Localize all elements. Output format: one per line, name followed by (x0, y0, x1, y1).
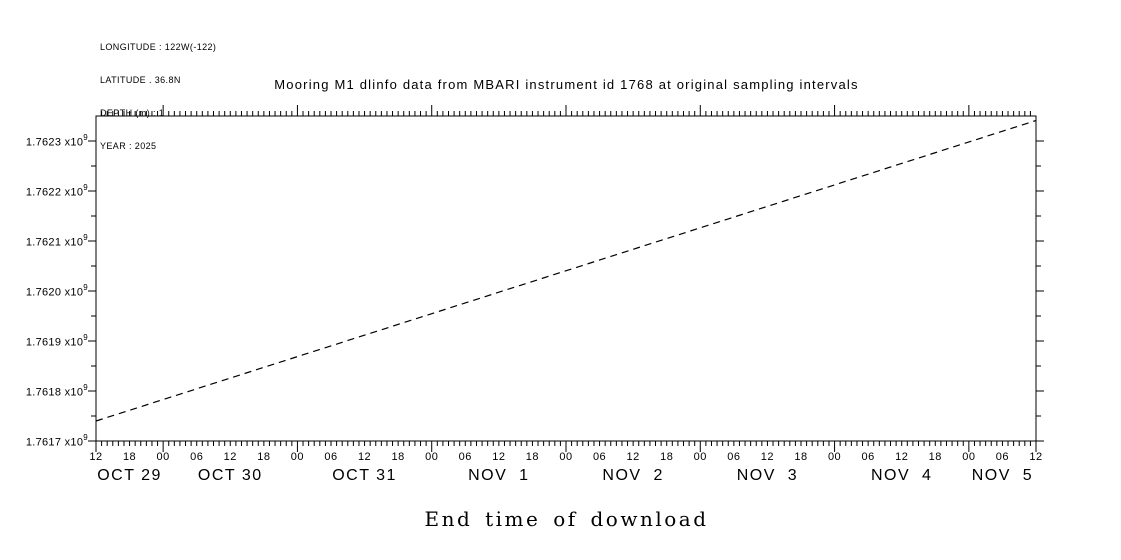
metadata-depth: DEPTH (m) : 1 (100, 108, 165, 118)
metadata-latitude: LATITUDE . 36.8N (100, 75, 181, 85)
x-hour-tick-label: 00 (559, 451, 573, 463)
y-tick-label: 1.7620 x109 (25, 283, 88, 299)
x-day-label: NOV 5 (971, 467, 1034, 484)
x-hour-tick-label: 06 (861, 451, 875, 463)
x-day-label: NOV 3 (736, 467, 799, 484)
x-hour-tick-label: 00 (693, 451, 707, 463)
x-hour-tick-label: 12 (626, 451, 640, 463)
x-hour-tick-label: 00 (156, 451, 170, 463)
x-hour-tick-label: 12 (1029, 451, 1043, 463)
x-hour-tick-label: 00 (290, 451, 305, 463)
x-hour-tick-label: 12 (223, 451, 237, 463)
x-hour-tick-label: 12 (760, 451, 775, 463)
x-day-label: NOV 1 (468, 467, 530, 484)
x-hour-tick-label: 06 (592, 451, 607, 463)
x-hour-tick-label: 06 (458, 451, 472, 463)
x-day-label: OCT 30 (197, 467, 263, 484)
x-hour-tick-label: 06 (324, 451, 338, 463)
x-day-label: NOV 4 (870, 467, 933, 484)
y-tick-label: 1.7623 x109 (25, 133, 88, 149)
metadata-longitude: LONGITUDE : 122W(-122) (100, 42, 217, 52)
y-tick-label: 1.7617 x109 (25, 433, 88, 449)
x-hour-tick-label: 12 (89, 451, 103, 463)
x-hour-tick-label: 18 (928, 451, 942, 463)
data-series-line (95, 119, 1037, 422)
x-hour-tick-label: 18 (660, 451, 674, 463)
x-hour-tick-label: 06 (190, 451, 204, 463)
y-tick-label: 1.7619 x109 (25, 333, 88, 349)
x-hour-tick-label: 18 (391, 451, 405, 463)
x-hour-tick-label: 00 (827, 451, 842, 463)
x-day-label: NOV 2 (602, 467, 664, 484)
x-axis-title: End time of download (424, 507, 709, 531)
x-hour-tick-label: 12 (492, 451, 506, 463)
x-day-label: OCT 29 (97, 467, 162, 484)
x-hour-tick-label: 12 (895, 451, 909, 463)
x-hour-tick-label: 00 (962, 451, 976, 463)
x-hour-tick-label: 12 (357, 451, 372, 463)
chart-title: Mooring M1 dlinfo data from MBARI instru… (274, 77, 859, 92)
y-tick-label: 1.7621 x109 (25, 233, 88, 249)
y-tick-label: 1.7622 x109 (25, 183, 88, 199)
header-metadata-block: LONGITUDE : 122W(-122) LATITUDE . 36.8N … (100, 20, 216, 174)
x-hour-tick-label: 06 (727, 451, 741, 463)
x-hour-tick-label: 18 (794, 451, 808, 463)
y-tick-label: 1.7618 x109 (25, 383, 88, 399)
metadata-year: YEAR : 2025 (100, 141, 157, 151)
x-hour-tick-label: 18 (122, 451, 137, 463)
x-hour-tick-label: 00 (425, 451, 439, 463)
x-day-label: OCT 31 (332, 467, 397, 484)
x-hour-tick-label: 18 (257, 451, 271, 463)
x-hour-tick-label: 18 (525, 451, 540, 463)
x-hour-tick-label: 06 (995, 451, 1010, 463)
